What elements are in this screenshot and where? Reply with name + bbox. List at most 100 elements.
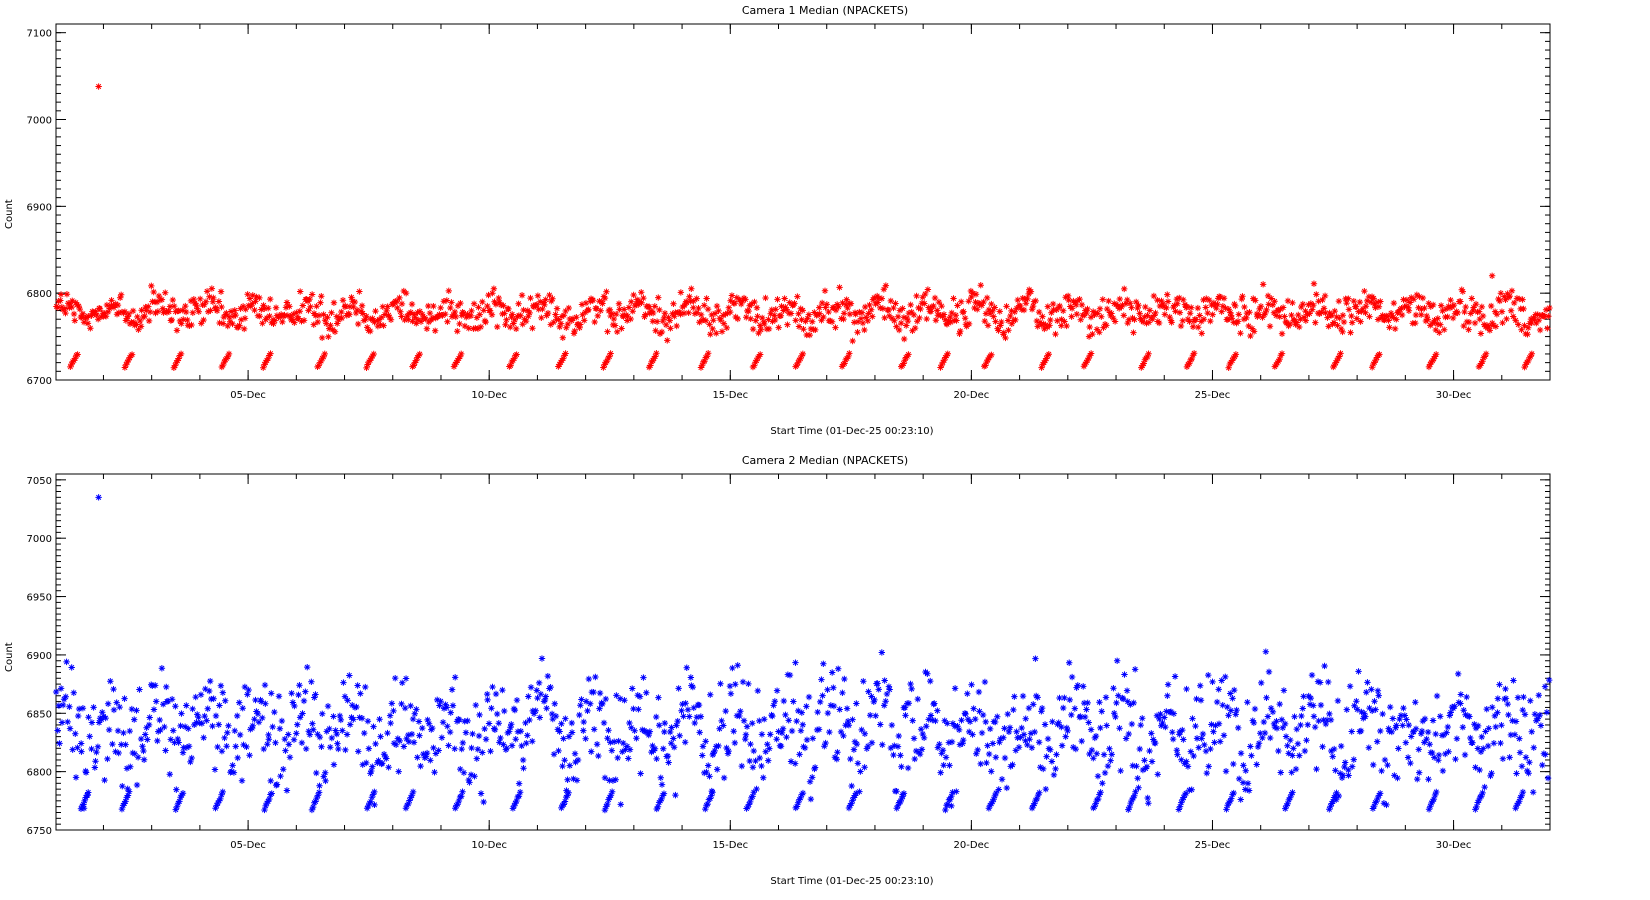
data-point <box>95 83 102 90</box>
data-point <box>281 311 288 319</box>
data-point <box>742 735 749 743</box>
data-point <box>701 302 708 309</box>
data-point <box>847 300 855 307</box>
data-point <box>1141 313 1148 321</box>
data-point <box>1125 730 1132 738</box>
data-point <box>1413 291 1421 299</box>
data-point <box>880 286 888 293</box>
data-point <box>58 719 66 726</box>
data-point <box>772 306 779 313</box>
data-point <box>122 741 129 748</box>
data-point <box>365 745 373 752</box>
data-point <box>191 721 198 729</box>
data-point <box>184 322 192 329</box>
data-point <box>234 754 241 762</box>
data-point <box>374 322 382 330</box>
data-point <box>822 739 829 747</box>
data-point <box>379 760 386 767</box>
data-point <box>901 357 909 364</box>
data-point <box>1335 792 1343 800</box>
data-point <box>1285 796 1293 804</box>
data-point <box>1229 357 1236 364</box>
data-point <box>411 314 419 321</box>
data-point <box>1263 694 1270 701</box>
data-point <box>1310 301 1317 309</box>
data-point <box>596 705 603 712</box>
data-point <box>1333 789 1340 796</box>
data-point <box>1375 792 1383 799</box>
data-point <box>159 701 167 708</box>
data-point <box>969 731 976 738</box>
data-point <box>391 674 399 682</box>
data-point <box>1148 758 1156 765</box>
data-point <box>313 794 320 802</box>
data-point <box>461 322 469 330</box>
data-point <box>1516 735 1523 742</box>
data-point <box>886 686 893 693</box>
data-point <box>201 301 208 309</box>
data-point <box>419 724 426 732</box>
data-point <box>243 743 250 751</box>
data-point <box>590 726 598 733</box>
data-point <box>667 325 674 332</box>
data-point <box>910 311 918 319</box>
data-point <box>110 685 117 693</box>
data-point <box>1516 749 1524 756</box>
data-point <box>745 307 752 315</box>
data-point <box>402 805 410 812</box>
data-point <box>206 687 213 695</box>
data-point <box>1473 803 1480 811</box>
data-point <box>592 673 599 681</box>
data-point <box>293 730 300 737</box>
data-point <box>1272 361 1280 369</box>
data-point <box>285 741 293 748</box>
data-point <box>783 306 790 313</box>
data-point <box>1097 724 1104 732</box>
data-point <box>59 701 67 709</box>
data-point <box>488 705 495 712</box>
data-point <box>1339 312 1347 319</box>
data-point <box>224 729 231 736</box>
data-point <box>312 798 319 805</box>
data-point <box>1020 731 1028 738</box>
data-point <box>807 795 815 803</box>
data-point <box>1030 701 1037 708</box>
data-point <box>1008 320 1015 327</box>
data-point <box>594 312 601 320</box>
data-point <box>296 288 304 295</box>
data-point <box>515 793 523 800</box>
data-point <box>1511 731 1519 738</box>
data-point <box>372 740 379 748</box>
data-point <box>642 311 649 318</box>
data-point <box>1072 745 1080 753</box>
data-point <box>947 313 954 321</box>
data-point <box>929 716 936 724</box>
data-point <box>1368 686 1375 693</box>
data-point <box>909 717 916 724</box>
data-point <box>485 720 493 727</box>
data-point <box>280 766 287 773</box>
data-point <box>225 350 233 358</box>
data-point <box>571 750 579 757</box>
data-point <box>1269 708 1277 716</box>
data-point <box>904 764 912 772</box>
data-point <box>1327 716 1335 724</box>
data-point <box>973 750 980 757</box>
data-point <box>1385 725 1392 732</box>
data-point <box>261 305 268 312</box>
data-point <box>752 757 759 765</box>
data-point <box>384 303 391 310</box>
data-point <box>247 303 254 310</box>
data-point <box>1544 774 1552 782</box>
data-point <box>1292 765 1300 773</box>
data-point <box>445 287 452 295</box>
data-point <box>137 735 145 743</box>
data-point <box>372 307 379 315</box>
data-point <box>798 316 805 323</box>
data-point <box>397 308 404 315</box>
data-point <box>883 690 891 698</box>
data-point <box>1126 803 1133 811</box>
data-point <box>1429 319 1436 327</box>
data-point <box>262 700 269 707</box>
data-point <box>1068 313 1075 320</box>
